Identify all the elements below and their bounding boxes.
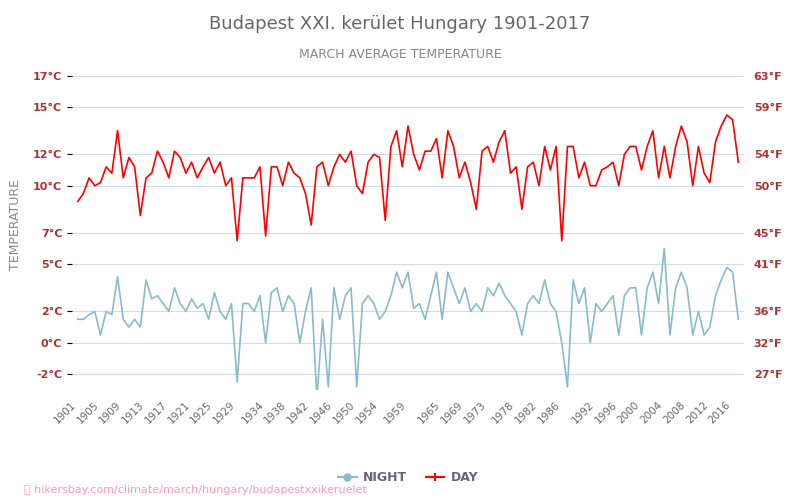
Text: MARCH AVERAGE TEMPERATURE: MARCH AVERAGE TEMPERATURE bbox=[298, 48, 502, 60]
Legend: NIGHT, DAY: NIGHT, DAY bbox=[333, 466, 483, 489]
Y-axis label: TEMPERATURE: TEMPERATURE bbox=[9, 180, 22, 270]
Text: Budapest XXI. kerület Hungary 1901-2017: Budapest XXI. kerület Hungary 1901-2017 bbox=[210, 15, 590, 33]
Text: ⛳ hikersbay.com/climate/march/hungary/budapestxxikeruelet: ⛳ hikersbay.com/climate/march/hungary/bu… bbox=[24, 485, 367, 495]
